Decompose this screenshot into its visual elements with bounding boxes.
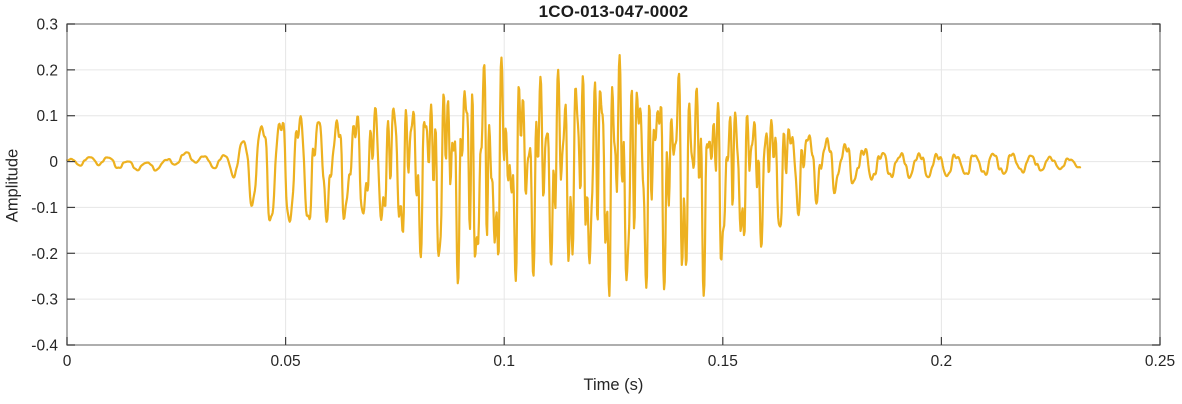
plot-box xyxy=(66,23,1161,346)
y-tick-label: -0.4 xyxy=(31,338,58,355)
x-tick-label: 0.1 xyxy=(493,353,515,370)
y-tick-label: -0.3 xyxy=(31,292,58,309)
chart-title: 1CO-013-047-0002 xyxy=(538,2,689,21)
waveform-line xyxy=(65,54,1082,298)
y-tick-label: 0 xyxy=(49,154,58,171)
x-tick-label: 0.2 xyxy=(931,353,953,370)
x-tick-label: 0.25 xyxy=(1145,353,1175,370)
y-tick-label: 0.1 xyxy=(36,108,58,125)
x-tick-label: 0 xyxy=(63,353,72,370)
x-axis-label: Time (s) xyxy=(583,376,644,394)
x-tick-label: 0.15 xyxy=(708,353,738,370)
y-tick-label: 0.3 xyxy=(36,17,58,34)
y-axis-label: Amplitude xyxy=(3,148,22,223)
y-tick-label: -0.2 xyxy=(31,246,58,263)
x-tick-label: 0.05 xyxy=(271,353,301,370)
y-tick-label: -0.1 xyxy=(31,200,58,217)
y-tick-label: 0.2 xyxy=(36,62,58,79)
